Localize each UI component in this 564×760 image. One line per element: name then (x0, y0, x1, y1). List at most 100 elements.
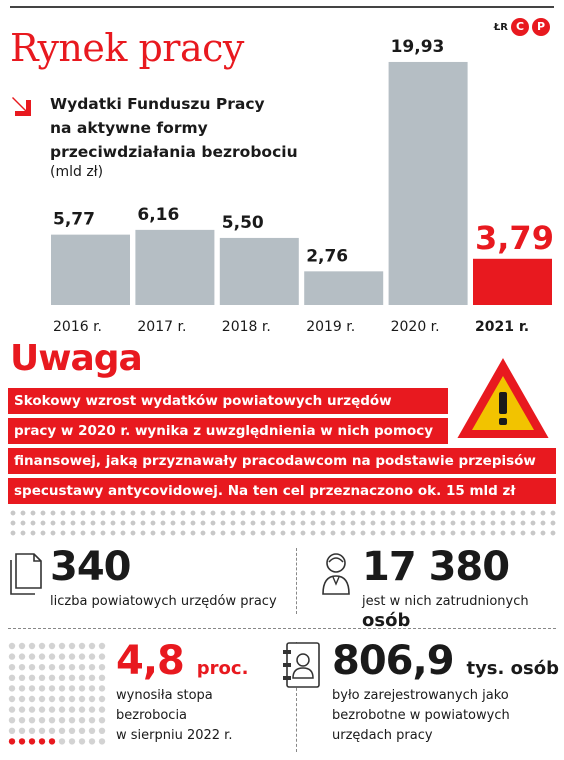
chart-title: Wydatki Funduszu Pracy na aktywne formy … (50, 92, 298, 164)
chart-unit: (mld zł) (50, 164, 104, 180)
dot-grey (38, 695, 46, 703)
brand-logo: ŁR C P (494, 18, 550, 36)
stat-description-line: było zarejestrowanych jako (332, 688, 509, 703)
notice-heading: Uwaga (10, 338, 143, 379)
dot-grey (88, 674, 96, 681)
dot-grey (78, 685, 86, 692)
horizontal-divider (8, 628, 556, 629)
dot-grey (38, 642, 46, 650)
dot-grey (58, 727, 66, 734)
dot-grey (28, 642, 36, 650)
stat-description: jest w nich zatrudnionych (362, 594, 529, 609)
stat-unit: proc. (196, 658, 249, 679)
dot-grey (48, 674, 56, 681)
dot-grey (88, 706, 96, 713)
dot-grey (48, 642, 56, 650)
dot-grey (58, 642, 66, 650)
bar-2018 (219, 237, 299, 305)
dot-grey (38, 685, 46, 692)
dot-grey (28, 706, 36, 713)
dot-grey (98, 695, 106, 703)
dot-grey (58, 738, 66, 745)
dot-grey (48, 653, 56, 660)
dot-grey (88, 685, 96, 692)
bar-value-label: 19,93 (391, 37, 445, 57)
dot-red (8, 738, 16, 745)
person-icon (322, 553, 350, 595)
dot-grey (18, 706, 26, 713)
dot-red (28, 738, 36, 745)
chart-title-line: Wydatki Funduszu Pracy (50, 95, 265, 113)
dot-grey (8, 695, 16, 703)
dot-grey (38, 674, 46, 681)
dot-grey (8, 664, 16, 671)
dot-grey (28, 685, 36, 692)
dot-grey (68, 706, 76, 713)
dot-grey (68, 717, 76, 724)
dot-grey (98, 685, 106, 692)
dot-grey (8, 727, 16, 734)
dot-grey (58, 695, 66, 703)
dot-red (48, 738, 56, 745)
dot-grey (18, 653, 26, 660)
dot-grey (88, 695, 96, 703)
dot-grey (98, 706, 106, 713)
dot-grey (98, 727, 106, 734)
dot-grey (48, 727, 56, 734)
dot-grey (98, 717, 106, 724)
dot-grey (78, 706, 86, 713)
dot-grey (48, 717, 56, 724)
dot-grey (78, 717, 86, 724)
stat-value: 4,8 proc. (116, 638, 248, 684)
arrow-down-right-icon (12, 97, 31, 116)
dot-grey (78, 695, 86, 703)
bar-2016 (51, 234, 130, 305)
dot-grey (28, 674, 36, 681)
dot-grey (68, 642, 76, 650)
dot-grey (38, 653, 46, 660)
stat-description-line: wynosiła stopa (116, 688, 213, 703)
vertical-divider (296, 548, 297, 614)
brand-p: P (532, 18, 550, 36)
bar-value-label: 2,76 (306, 246, 348, 266)
dot-grey (68, 653, 76, 660)
dot-red (18, 738, 26, 745)
dot-grey (8, 653, 16, 660)
stat-description-line: bezrobotne w powiatowych (332, 708, 510, 723)
dot-grey (18, 727, 26, 734)
dot-grey (68, 685, 76, 692)
stat-number: 17 380 (362, 544, 510, 590)
notice-box: Skokowy wzrost wydatków powiatowych urzę… (8, 388, 556, 508)
vertical-divider (296, 642, 297, 752)
dot-grey (18, 685, 26, 692)
dot-grey (8, 685, 16, 692)
bar-2021 (473, 258, 552, 305)
dot-grey (58, 717, 66, 724)
dot-grey (58, 674, 66, 681)
category-label: 2017 r. (137, 319, 186, 335)
bar-chart: 5,77 2016 r. 6,16 2017 r. 5,50 2018 r. 2,76 201… (51, 37, 554, 335)
dot-grey (18, 664, 26, 671)
brand-c: C (511, 18, 529, 36)
notice-line: specustawy antycovidowej. Na ten cel prz… (8, 478, 556, 504)
category-label: 2021 r. (475, 319, 529, 335)
category-label: 2016 r. (53, 319, 102, 335)
dot-grey (8, 642, 16, 650)
dot-grey (18, 642, 26, 650)
dot-grey (38, 717, 46, 724)
dot-grid-icon (8, 642, 106, 745)
category-label: 2018 r. (222, 319, 271, 335)
stat-value: 17 380 osób (362, 544, 564, 636)
dot-grey (48, 664, 56, 671)
dot-grey (38, 664, 46, 671)
bar-2017 (135, 229, 215, 305)
dot-grey (48, 685, 56, 692)
dot-grey (68, 727, 76, 734)
dot-grey (68, 695, 76, 703)
documents-icon (10, 553, 42, 595)
dot-grey (88, 717, 96, 724)
stat-description-line: w sierpniu 2022 r. (116, 728, 233, 743)
bar-value-label: 3,79 (475, 219, 554, 257)
stat-description-line: urzędach pracy (332, 728, 433, 743)
dot-grey (18, 695, 26, 703)
